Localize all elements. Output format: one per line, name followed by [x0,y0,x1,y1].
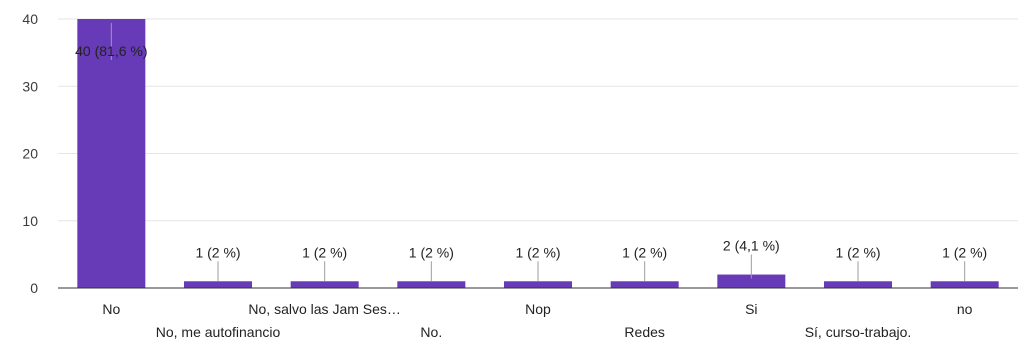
bar [290,281,359,288]
bar [184,281,252,288]
bar [397,281,466,288]
data-label: 1 (2 %) [195,244,240,260]
x-category-label: No, me autofinancio [156,324,281,340]
data-label: 1 (2 %) [622,244,667,260]
gridlines [58,18,1018,222]
bar [717,274,786,288]
bars [77,19,999,288]
y-tick-label: 30 [22,78,38,94]
x-axis-labels: No No, me autofinancio No, salvo las Jam S… [102,301,972,340]
y-axis-ticks: 0 10 20 30 40 [22,11,38,296]
y-tick-label: 20 [22,146,38,162]
y-tick-label: 10 [22,213,38,229]
x-category-label: Nop [525,301,551,317]
bar [504,281,572,288]
bar [77,19,146,288]
data-label: 1 (2 %) [409,244,454,260]
bar [824,281,892,288]
data-labels: 40 (81,6 %) 1 (2 %) 1 (2 %) 1 (2 %) 1 (2 %) 1… [75,23,987,282]
x-category-label: Sí, curso-trabajo. [805,324,912,340]
x-category-label: no [957,301,973,317]
x-category-label: No [102,301,120,317]
x-category-label: Redes [624,324,664,340]
x-category-label: No, salvo las Jam Ses… [248,301,401,317]
bar [930,281,999,288]
data-label: 40 (81,6 %) [75,43,147,59]
data-label: 1 (2 %) [302,244,347,260]
x-category-label: Si [745,301,757,317]
y-tick-label: 0 [30,280,38,296]
data-label: 1 (2 %) [942,244,987,260]
bar [610,281,679,288]
data-label: 1 (2 %) [835,244,880,260]
data-label: 1 (2 %) [515,244,560,260]
y-tick-label: 40 [22,11,38,27]
data-label: 2 (4,1 %) [723,238,780,254]
x-category-label: No. [420,324,442,340]
